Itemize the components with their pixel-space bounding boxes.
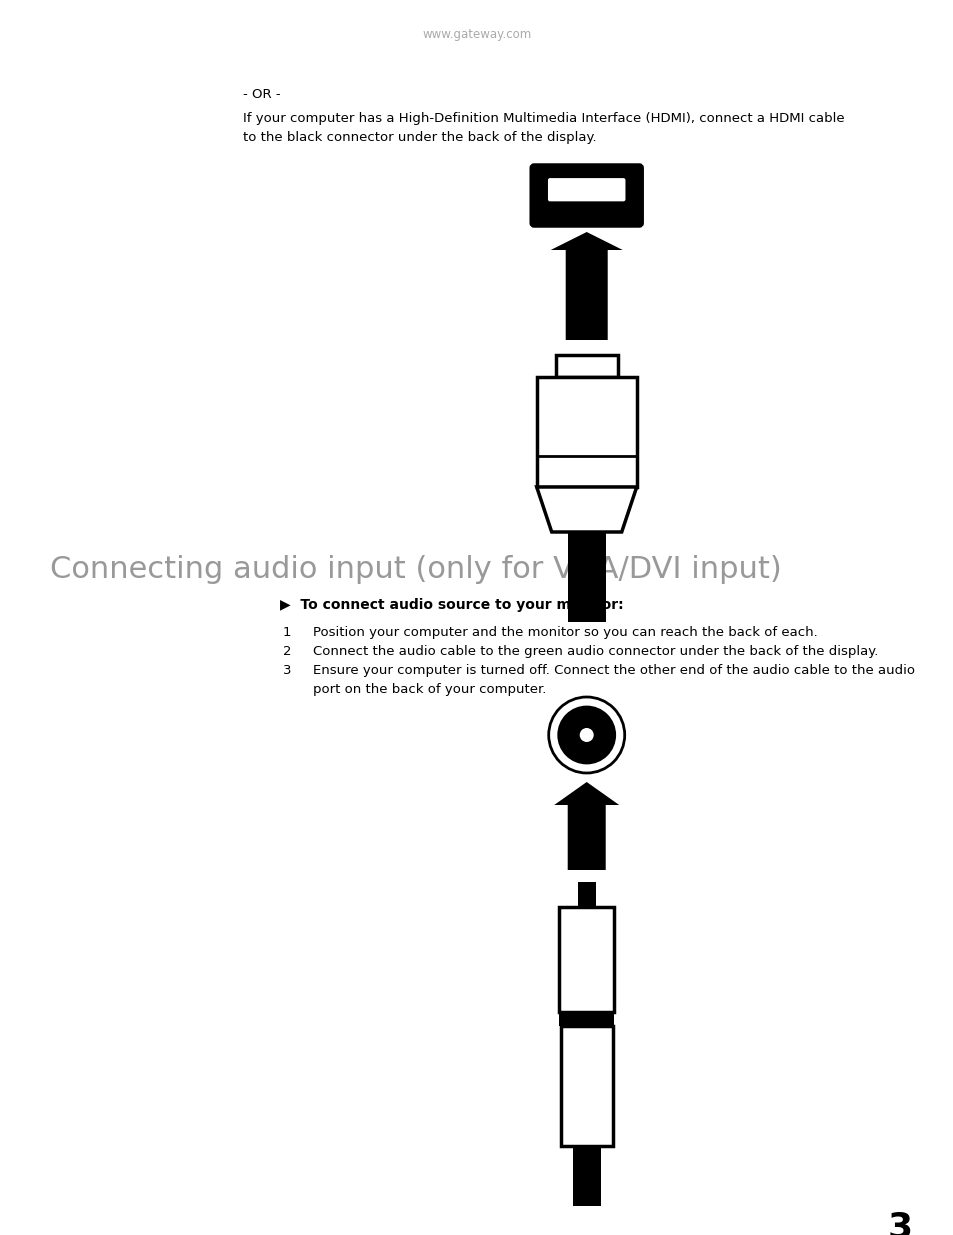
Bar [567, 532, 605, 622]
FancyBboxPatch shape [531, 165, 641, 226]
Text: 3: 3 [283, 664, 292, 677]
Circle shape [579, 727, 593, 742]
Bar [558, 1011, 614, 1026]
Text: Position your computer and the monitor so you can reach the back of each.: Position your computer and the monitor s… [313, 626, 817, 638]
Bar [578, 882, 595, 906]
Text: ▶  To connect audio source to your monitor:: ▶ To connect audio source to your monito… [280, 598, 623, 613]
Bar [572, 1146, 600, 1207]
Text: Connect the audio cable to the green audio connector under the back of the displ: Connect the audio cable to the green aud… [313, 645, 878, 658]
Text: Connecting audio input (only for VGA/DVI input): Connecting audio input (only for VGA/DVI… [50, 555, 781, 584]
Text: to the black connector under the back of the display.: to the black connector under the back of… [243, 131, 597, 144]
Text: 1: 1 [283, 626, 292, 638]
Circle shape [548, 697, 624, 773]
Bar [556, 354, 617, 377]
Bar [537, 377, 636, 487]
Polygon shape [550, 232, 622, 340]
Bar [558, 906, 614, 1011]
FancyBboxPatch shape [547, 178, 625, 201]
Text: www.gateway.com: www.gateway.com [422, 28, 531, 41]
Text: If your computer has a High-Definition Multimedia Interface (HDMI), connect a HD: If your computer has a High-Definition M… [243, 112, 844, 125]
Text: 3: 3 [886, 1210, 912, 1235]
Bar [560, 1026, 612, 1146]
Text: port on the back of your computer.: port on the back of your computer. [313, 683, 546, 697]
Polygon shape [537, 487, 636, 532]
Circle shape [558, 706, 614, 763]
Text: Ensure your computer is turned off. Connect the other end of the audio cable to : Ensure your computer is turned off. Conn… [313, 664, 914, 677]
Text: - OR -: - OR - [243, 88, 280, 101]
Polygon shape [554, 782, 618, 869]
Circle shape [568, 718, 604, 753]
Text: 2: 2 [283, 645, 292, 658]
